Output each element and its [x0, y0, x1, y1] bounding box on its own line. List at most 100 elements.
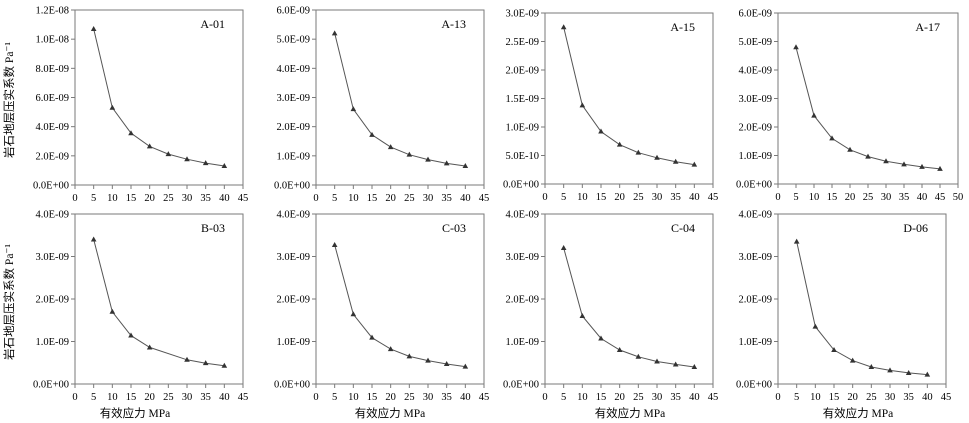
data-point-marker [813, 324, 819, 329]
plot-frame [778, 214, 946, 384]
x-tick-label: 0 [313, 392, 318, 403]
y-tick-label: 1.0E-09 [276, 337, 310, 348]
x-axis-title-col-1: 有效应力 MPa [100, 406, 171, 420]
y-tick-label: 1.0E-09 [738, 337, 772, 348]
x-tick-label: 40 [917, 192, 928, 203]
data-point-marker [388, 144, 394, 149]
chart-panel-a-17: 051015202530354045500.0E+001.0E-092.0E-0… [736, 9, 963, 204]
data-point-marker [332, 242, 338, 247]
x-tick-label: 5 [91, 193, 96, 204]
x-tick-label: 15 [126, 193, 137, 204]
x-tick-label: 20 [385, 392, 396, 403]
data-point-marker [332, 30, 338, 35]
x-tick-label: 0 [72, 392, 77, 403]
panel-label: C-03 [442, 221, 466, 235]
chart-panel-d-06: 0510152025303540450.0E+001.0E-092.0E-093… [736, 210, 951, 404]
data-point-marker [794, 239, 800, 244]
x-tick-label: 35 [670, 392, 681, 403]
x-tick-label: 10 [577, 192, 588, 203]
y-axis-title-bottom-row: 岩石地层压实系数 Pa⁻¹ [2, 244, 16, 360]
x-tick-label: 30 [881, 192, 892, 203]
y-tick-label: 5.0E-09 [276, 35, 310, 46]
y-tick-label: 2.0E-09 [505, 66, 539, 77]
x-tick-label: 45 [708, 192, 719, 203]
x-tick-label: 0 [775, 392, 780, 403]
y-tick-label: 4.0E-09 [35, 210, 69, 221]
x-tick-label: 30 [182, 193, 193, 204]
y-tick-label: 4.0E-09 [35, 122, 69, 133]
x-tick-label: 25 [404, 193, 415, 204]
x-tick-label: 40 [219, 193, 230, 204]
x-tick-label: 25 [866, 392, 877, 403]
y-tick-label: 1.0E-09 [505, 337, 539, 348]
y-tick-label: 2.0E-09 [738, 295, 772, 306]
y-tick-label: 5.0E-10 [505, 151, 539, 162]
x-tick-label: 20 [847, 392, 858, 403]
data-point-marker [580, 313, 586, 318]
series-line [94, 29, 225, 166]
x-tick-label: 40 [689, 192, 700, 203]
series-line [335, 33, 466, 166]
x-tick-label: 30 [652, 192, 663, 203]
y-tick-label: 1.2E-08 [35, 6, 69, 17]
x-axis-title-col-4: 有效应力 MPa [823, 406, 894, 420]
y-tick-label: 0.0E+00 [274, 181, 310, 192]
x-tick-label: 40 [219, 392, 230, 403]
x-tick-label: 40 [922, 392, 933, 403]
data-point-marker [351, 311, 357, 316]
data-point-marker [388, 346, 394, 351]
y-tick-label: 1.0E-08 [35, 35, 69, 46]
x-tick-label: 5 [91, 392, 96, 403]
x-tick-label: 20 [144, 392, 155, 403]
x-tick-label: 0 [313, 193, 318, 204]
y-tick-label: 4.0E-09 [738, 66, 772, 77]
plot-frame [545, 13, 713, 184]
series-line [335, 245, 466, 367]
data-point-marker [617, 347, 623, 352]
y-tick-label: 1.0E-09 [505, 123, 539, 134]
data-point-marker [793, 44, 799, 49]
x-tick-label: 15 [367, 392, 378, 403]
x-tick-label: 45 [941, 392, 952, 403]
x-tick-label: 5 [561, 392, 566, 403]
x-tick-label: 5 [793, 192, 798, 203]
x-tick-label: 15 [596, 192, 607, 203]
x-tick-label: 5 [794, 392, 799, 403]
y-tick-label: 5.0E-09 [738, 37, 772, 48]
y-tick-label: 2.0E-09 [738, 123, 772, 134]
x-tick-label: 30 [423, 392, 434, 403]
x-tick-label: 10 [809, 192, 820, 203]
y-tick-label: 0.0E+00 [736, 380, 772, 391]
x-tick-label: 25 [633, 392, 644, 403]
y-axis-title-top-row: 岩石地层压实系数 Pa⁻¹ [2, 42, 16, 158]
x-tick-label: 10 [577, 392, 588, 403]
x-tick-label: 5 [332, 392, 337, 403]
x-tick-label: 5 [332, 193, 337, 204]
data-point-marker [147, 344, 153, 349]
panel-label: B-03 [201, 221, 225, 235]
x-tick-label: 45 [479, 392, 490, 403]
y-tick-label: 8.0E-09 [35, 64, 69, 75]
x-tick-label: 25 [163, 193, 174, 204]
series-line [797, 242, 928, 375]
y-tick-label: 0.0E+00 [736, 180, 772, 191]
y-tick-label: 0.0E+00 [33, 181, 69, 192]
y-tick-label: 4.0E-09 [738, 210, 772, 221]
x-tick-label: 30 [182, 392, 193, 403]
series-line [796, 47, 940, 169]
y-tick-label: 6.0E-09 [738, 9, 772, 20]
y-tick-label: 6.0E-09 [35, 93, 69, 104]
panel-label: C-04 [671, 221, 695, 235]
x-tick-label: 25 [163, 392, 174, 403]
x-tick-label: 45 [238, 392, 249, 403]
y-tick-label: 3.0E-09 [505, 252, 539, 263]
series-line [564, 248, 695, 367]
x-tick-label: 40 [460, 193, 471, 204]
data-point-marker [847, 147, 853, 152]
data-point-marker [91, 26, 97, 31]
x-axis-title-col-3: 有效应力 MPa [595, 406, 666, 420]
y-tick-label: 4.0E-09 [505, 210, 539, 221]
x-tick-label: 45 [238, 193, 249, 204]
panel-label: D-06 [903, 221, 928, 235]
x-tick-label: 45 [479, 193, 490, 204]
